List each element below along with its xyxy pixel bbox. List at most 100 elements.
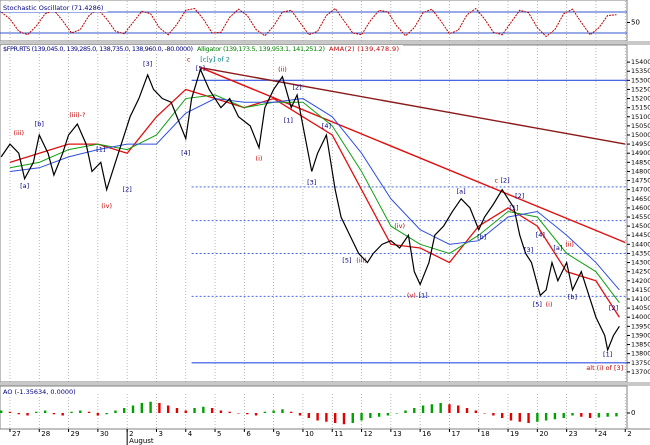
ao-bar <box>105 413 108 415</box>
y-tick-label: 14400 <box>631 240 650 248</box>
y-tick-label: 14900 <box>631 149 650 157</box>
ao-bar <box>369 413 372 418</box>
marks-layer <box>0 67 620 425</box>
y-tick-label: 14300 <box>631 259 650 267</box>
ao-bar <box>606 413 609 417</box>
y-tick-label: 15250 <box>631 85 650 93</box>
ao-bar <box>61 413 64 416</box>
y-tick-label: 13850 <box>631 341 650 349</box>
wave-label: [a] <box>553 244 562 252</box>
indicator-line <box>9 88 620 318</box>
y-tick-label: 14550 <box>631 213 650 221</box>
y-tick-label: 13750 <box>631 359 650 367</box>
y-tick-label: 14500 <box>631 222 650 230</box>
y-tick-label: 14950 <box>631 140 650 148</box>
ao-bar <box>377 413 381 417</box>
wave-label: [2] <box>609 304 618 312</box>
y-tick-label: 14000 <box>631 313 650 321</box>
ao-bar <box>290 411 293 413</box>
y-tick-label: 15200 <box>631 95 650 103</box>
ao-bar <box>509 413 513 421</box>
y-tick-label: 13950 <box>631 322 650 330</box>
wave-label: (i) <box>256 155 263 163</box>
wave-label: [b] <box>568 293 577 301</box>
x-tick-label: 17 <box>451 430 460 438</box>
wave-label: (v) <box>407 291 416 299</box>
ao-bar <box>0 410 3 413</box>
ao-bar <box>588 413 592 418</box>
wave-label: (iv) <box>101 202 112 210</box>
ao-bar <box>386 413 390 416</box>
y-tick-label: 15350 <box>631 67 650 75</box>
indicator-line <box>9 98 620 291</box>
ao-bar <box>237 413 240 414</box>
ao-bar <box>439 403 442 413</box>
y-tick-label: 13800 <box>631 350 650 358</box>
ao-bar <box>298 413 302 416</box>
wave-label: (i) <box>546 300 553 308</box>
ao-bar <box>483 413 486 414</box>
wave-label: [1] <box>509 204 518 212</box>
ao-bar <box>96 413 100 416</box>
ao-bar <box>17 413 20 415</box>
ao-bar <box>228 411 231 413</box>
ao-bar <box>421 405 425 413</box>
y-tick-label: 14250 <box>631 268 650 276</box>
y-tick-label: 14850 <box>631 158 650 166</box>
y-tick-label: 14050 <box>631 304 650 312</box>
ao-bar <box>149 401 152 413</box>
panel-title: $FPR.RTS (139,045.0, 139,285.0, 138,735.… <box>3 45 193 53</box>
ao-bar <box>202 406 205 413</box>
x-tick-label: 5 <box>217 430 221 438</box>
x-tick-label: 19 <box>510 430 519 438</box>
ao-bar <box>536 413 539 422</box>
panel-title: Stochastic Oscillator (71.4286) <box>3 4 103 12</box>
x-tick-label: 20 <box>539 430 548 438</box>
ao-bar <box>272 410 275 413</box>
ao-bar <box>544 413 548 421</box>
stochastic-line <box>0 7 617 38</box>
wave-label: (iii) <box>356 257 367 265</box>
title-background <box>1 4 108 12</box>
y-tick-label: 14600 <box>631 204 650 212</box>
wave-label: alt (i) of [3] <box>586 364 623 372</box>
ao-bar <box>615 413 618 417</box>
ao-bar <box>70 411 73 413</box>
x-tick-label: 30 <box>100 430 109 438</box>
y-tick-label: 14700 <box>631 186 650 194</box>
wave-label: [5] <box>342 257 351 265</box>
y-tick-label: 14750 <box>631 177 650 185</box>
ao-bar <box>8 411 12 413</box>
y-tick-label: 14650 <box>631 195 650 203</box>
wave-label: (ii) <box>278 65 287 73</box>
ao-bar <box>571 413 574 416</box>
x-tick-label: 24 <box>598 430 607 438</box>
ao-bar <box>254 413 258 416</box>
ao-bar <box>140 403 144 413</box>
wave-label: [4] <box>536 231 545 239</box>
panel-title: AO (-1.35634, 0.0000) <box>3 388 76 396</box>
x-tick-label: 27 <box>12 430 21 438</box>
wave-label: [2] <box>292 84 301 92</box>
wave-label: [5] <box>196 64 205 72</box>
wave-label: [1] <box>96 146 105 154</box>
ao-bar <box>166 405 170 413</box>
ao-bar <box>26 413 29 416</box>
ao-bar <box>123 408 126 413</box>
ao-bar <box>35 411 38 413</box>
ao-bar <box>158 403 161 413</box>
wave-label: [3] <box>143 60 152 68</box>
y-tick-label: 14800 <box>631 167 650 175</box>
title-background <box>1 45 403 53</box>
wave-label: (ii) <box>565 240 574 248</box>
ao-bar <box>114 410 117 413</box>
wave-label: c <box>495 177 499 185</box>
y-tick-label: 15300 <box>631 76 650 84</box>
wave-label: [5] <box>533 300 542 308</box>
ao-bar <box>87 411 91 413</box>
y-tick-label: 13900 <box>631 331 650 339</box>
y-tick-label: 15150 <box>631 104 650 112</box>
y-tick-label: 14150 <box>631 286 650 294</box>
